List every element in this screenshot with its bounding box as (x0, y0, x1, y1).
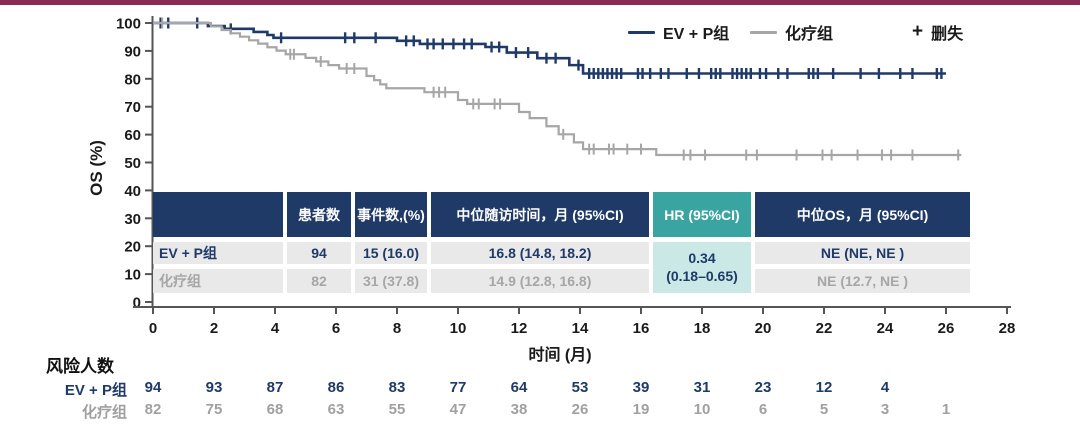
x-tick-label: 10 (450, 320, 467, 337)
risk-table-title: 风险人数 (46, 357, 114, 376)
summary-row-evp-label: EV + P组 (153, 242, 283, 264)
summary-row-chemo-events: 31 (37.8) (355, 269, 427, 293)
risk-value-chemo-m8: 55 (388, 401, 406, 418)
risk-value-evp-m16: 39 (632, 379, 650, 396)
summary-row-chemo-label: 化疗组 (153, 269, 283, 293)
risk-value-evp-m4: 87 (266, 379, 284, 396)
x-axis: 0 2 4 6 8 10 12 14 16 18 20 22 24 26 28 (133, 306, 1016, 337)
risk-value-evp-m2: 93 (205, 379, 223, 396)
risk-value-chemo-m12: 38 (510, 401, 528, 418)
y-tick-label: 20 (124, 239, 141, 256)
y-tick-label: 30 (124, 211, 141, 228)
risk-value-chemo-m14: 26 (571, 401, 589, 418)
legend-label-chemo: 化疗组 (785, 26, 834, 43)
x-tick-label: 24 (877, 320, 894, 337)
x-tick-label: 14 (572, 320, 589, 337)
censored-plus-icon: + (912, 21, 924, 42)
risk-value-evp-m8: 83 (388, 379, 406, 396)
x-tick-label: 4 (271, 320, 280, 337)
y-tick-label: 0 (133, 295, 141, 312)
x-tick-label: 16 (633, 320, 650, 337)
risk-value-evp-m22: 12 (815, 379, 833, 396)
y-axis-title: OS (%) (87, 140, 106, 196)
summary-table: 患者数 事件数,(%) 中位随访时间，月 (95%CI) HR (95%CI) … (153, 192, 970, 293)
risk-value-chemo-m24: 3 (880, 401, 890, 418)
summary-header-median-os: 中位OS，月 (95%CI) (755, 192, 970, 237)
summary-row-evp-followup: 16.8 (14.8, 18.2) (431, 242, 649, 264)
summary-row-chemo-followup: 14.9 (12.8, 16.8) (431, 269, 649, 293)
top-accent-bar (0, 0, 1080, 5)
summary-hr-cell: 0.34 (0.18–0.65) (653, 242, 751, 293)
x-tick-label: 22 (816, 320, 833, 337)
y-tick-label: 40 (124, 183, 141, 200)
y-tick-label: 10 (124, 267, 141, 284)
km-curve-chemo (153, 17, 962, 161)
x-tick-label: 8 (393, 320, 401, 337)
risk-value-chemo-m18: 10 (693, 401, 711, 418)
legend-label-censored: 删失 (931, 26, 964, 43)
x-tick-label: 12 (511, 320, 528, 337)
summary-row-evp-patients: 94 (287, 242, 351, 264)
legend-item-evp: EV + P组 (628, 22, 730, 43)
legend-item-chemo: 化疗组 (750, 22, 834, 43)
x-tick-label: 26 (938, 320, 955, 337)
summary-header-patients: 患者数 (287, 192, 351, 237)
x-tick-label: 28 (999, 320, 1016, 337)
risk-value-chemo-m16: 19 (632, 401, 650, 418)
risk-value-evp-m24: 4 (880, 379, 890, 396)
risk-value-chemo-m4: 68 (266, 401, 284, 418)
risk-value-chemo-m0: 82 (144, 401, 162, 418)
risk-value-evp-m6: 86 (327, 379, 345, 396)
summary-row-chemo-median-os: NE (12.7, NE ) (755, 269, 970, 293)
summary-header-hr: HR (95%CI) (653, 192, 751, 237)
risk-value-evp-m18: 31 (693, 379, 711, 396)
summary-row-evp-events: 15 (16.0) (355, 242, 427, 264)
summary-row-chemo-patients: 82 (287, 269, 351, 293)
y-tick-label: 50 (124, 155, 141, 172)
x-tick-label: 2 (210, 320, 218, 337)
risk-value-chemo-m2: 75 (205, 401, 223, 418)
y-tick-label: 100 (116, 16, 141, 33)
legend-line-swatch-evp (628, 30, 655, 34)
hr-ci: (0.18–0.65) (666, 267, 738, 284)
risk-value-evp-m12: 64 (510, 379, 528, 396)
x-tick-label: 6 (332, 320, 340, 337)
risk-value-chemo-m6: 63 (327, 401, 345, 418)
risk-value-evp-m0: 94 (144, 379, 162, 396)
x-tick-label: 0 (149, 320, 157, 337)
summary-header-blank (153, 192, 283, 237)
summary-header-followup: 中位随访时间，月 (95%CI) (431, 192, 649, 237)
risk-value-chemo-m20: 6 (758, 401, 768, 418)
y-tick-label: 60 (124, 127, 141, 144)
km-curve-evp (153, 17, 946, 79)
risk-value-chemo-m10: 47 (449, 401, 467, 418)
y-tick-label: 80 (124, 71, 141, 88)
risk-value-evp-m10: 77 (449, 379, 467, 396)
legend-line-swatch-chemo (750, 30, 777, 34)
hr-value: 0.34 (688, 250, 716, 266)
x-tick-label: 18 (694, 320, 711, 337)
y-axis: 0 10 20 30 40 50 60 70 80 90 100 (116, 16, 154, 312)
y-tick-label: 90 (124, 43, 141, 60)
risk-row-label-chemo: 化疗组 (81, 404, 127, 421)
x-axis-title: 时间 (月) (528, 347, 592, 364)
risk-row-label-evp: EV + P组 (64, 382, 127, 399)
risk-value-evp-m14: 53 (571, 379, 589, 396)
summary-row-evp-median-os: NE (NE, NE ) (755, 242, 970, 264)
legend-label-evp: EV + P组 (663, 26, 730, 43)
legend-item-censored: + 删失 (912, 21, 964, 43)
x-tick-label: 20 (755, 320, 772, 337)
summary-header-events: 事件数,(%) (355, 192, 427, 237)
risk-value-evp-m20: 23 (754, 379, 772, 396)
y-tick-label: 70 (124, 99, 141, 116)
risk-value-chemo-m26: 1 (941, 401, 951, 418)
risk-value-chemo-m22: 5 (819, 401, 829, 418)
